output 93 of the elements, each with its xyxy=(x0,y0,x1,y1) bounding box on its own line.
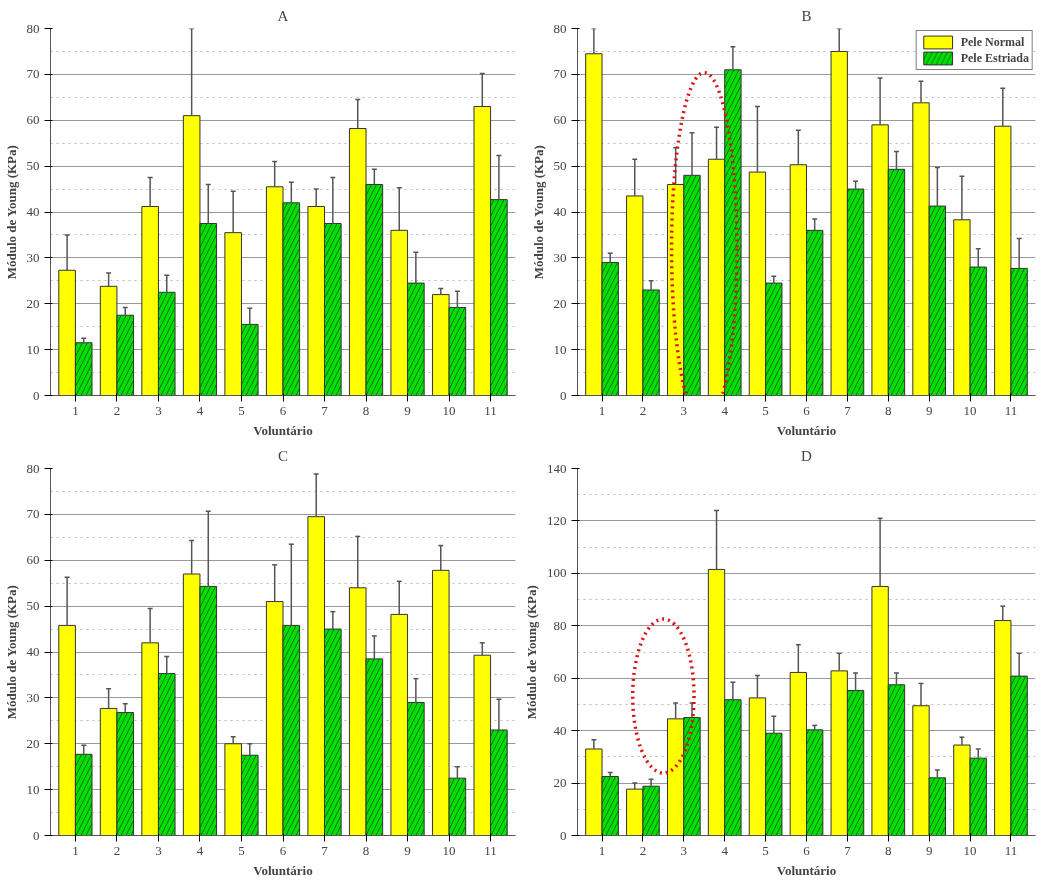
x-tick-label: 11 xyxy=(1004,842,1018,858)
x-tick-label: 9 xyxy=(925,402,933,418)
x-tick-label: 4 xyxy=(721,842,729,858)
y-axis-title: Módulo de Young (KPa) xyxy=(524,585,539,720)
x-tick-label: 7 xyxy=(844,402,852,418)
x-tick-label: 10 xyxy=(963,842,977,858)
x-tick-label: 10 xyxy=(442,842,456,858)
x-tick-label: 1 xyxy=(72,842,79,858)
x-tick-label: 3 xyxy=(155,842,162,858)
y-tick-label: 70 xyxy=(26,66,40,82)
x-tick-label: 6 xyxy=(803,402,811,418)
x-tick-label: 11 xyxy=(484,402,497,418)
y-tick-label: 0 xyxy=(560,827,567,843)
y-tick-label: 50 xyxy=(553,158,567,174)
y-tick-label: 60 xyxy=(553,670,567,686)
x-tick-label: 4 xyxy=(721,402,729,418)
y-axis-title: Módulo de Young (KPa) xyxy=(3,145,19,280)
x-tick-label: 3 xyxy=(680,402,688,418)
y-tick-label: 140 xyxy=(547,460,567,476)
x-tick-label: 6 xyxy=(803,842,811,858)
y-axis-title: Módulo de Young (KPa) xyxy=(3,585,19,720)
x-tick-label: 11 xyxy=(484,842,497,858)
x-tick-label: 3 xyxy=(680,842,688,858)
x-tick-label: 5 xyxy=(762,842,769,858)
y-tick-label: 40 xyxy=(553,204,567,219)
x-tick-label: 5 xyxy=(238,842,245,858)
y-tick-label: 80 xyxy=(26,20,40,36)
y-tick-label: 20 xyxy=(553,295,567,311)
y-tick-label: 120 xyxy=(547,512,567,528)
x-tick-label: 10 xyxy=(963,402,977,418)
x-tick-label: 5 xyxy=(762,402,769,418)
y-tick-label: 40 xyxy=(553,722,567,738)
y-tick-label: 70 xyxy=(553,66,567,82)
x-tick-label: 8 xyxy=(885,842,892,858)
x-tick-label: 9 xyxy=(925,842,933,858)
x-tick-label: 7 xyxy=(321,842,329,858)
chart-title: B xyxy=(801,7,812,24)
y-tick-label: 20 xyxy=(26,735,40,751)
x-tick-label: 6 xyxy=(279,842,287,858)
y-tick-label: 30 xyxy=(26,689,40,705)
y-tick-label: 60 xyxy=(26,552,40,568)
y-tick-label: 80 xyxy=(553,617,567,633)
y-tick-label: 30 xyxy=(26,249,40,265)
x-tick-label: 9 xyxy=(404,402,411,418)
x-tick-label: 9 xyxy=(404,842,411,858)
y-tick-label: 50 xyxy=(26,158,40,174)
y-tick-label: 0 xyxy=(560,387,567,403)
x-tick-label: 4 xyxy=(196,402,204,418)
x-tick-label: 2 xyxy=(113,842,121,858)
x-tick-label: 1 xyxy=(598,842,606,858)
x-tick-label: 5 xyxy=(238,402,245,418)
legend-label: Pele Normal xyxy=(960,34,1025,50)
x-tick-label: 7 xyxy=(844,842,852,858)
x-axis-title: Voluntário xyxy=(253,862,313,878)
y-tick-label: 20 xyxy=(553,775,567,791)
x-tick-label: 7 xyxy=(321,402,329,418)
x-tick-label: 6 xyxy=(279,402,287,418)
x-tick-label: 1 xyxy=(72,402,79,418)
y-tick-label: 0 xyxy=(33,387,40,403)
y-tick-label: 10 xyxy=(26,781,40,797)
y-tick-label: 40 xyxy=(26,644,40,659)
x-tick-label: 8 xyxy=(885,402,892,418)
y-tick-label: 80 xyxy=(553,20,567,36)
legend-label: Pele Estriada xyxy=(960,50,1029,66)
x-tick-label: 2 xyxy=(639,402,647,418)
chart-title: D xyxy=(801,447,813,464)
x-tick-label: 4 xyxy=(196,842,204,858)
x-tick-label: 2 xyxy=(639,842,647,858)
x-tick-label: 11 xyxy=(1004,402,1018,418)
y-tick-label: 60 xyxy=(26,112,40,128)
y-tick-label: 80 xyxy=(26,460,40,476)
y-tick-label: 40 xyxy=(26,204,40,219)
x-tick-label: 10 xyxy=(442,402,456,418)
y-tick-label: 20 xyxy=(26,295,40,311)
y-tick-label: 10 xyxy=(553,341,567,357)
x-tick-label: 2 xyxy=(113,402,121,418)
chart-title: A xyxy=(277,7,289,24)
y-tick-label: 70 xyxy=(26,506,40,522)
x-tick-label: 8 xyxy=(362,402,370,418)
x-axis-title: Voluntário xyxy=(776,862,837,878)
y-tick-label: 10 xyxy=(26,341,40,357)
x-axis-title: Voluntário xyxy=(253,422,313,438)
chart-title: C xyxy=(278,447,289,464)
y-axis-title: Módulo de Young (KPa) xyxy=(530,145,546,280)
y-tick-label: 60 xyxy=(553,112,567,128)
x-tick-label: 3 xyxy=(155,402,162,418)
y-tick-label: 50 xyxy=(26,598,40,614)
x-tick-label: 1 xyxy=(598,402,606,418)
x-axis-title: Voluntário xyxy=(776,422,837,438)
x-tick-label: 8 xyxy=(362,842,370,858)
y-tick-label: 30 xyxy=(553,249,567,265)
y-tick-label: 100 xyxy=(547,565,567,581)
y-tick-label: 0 xyxy=(33,827,40,843)
